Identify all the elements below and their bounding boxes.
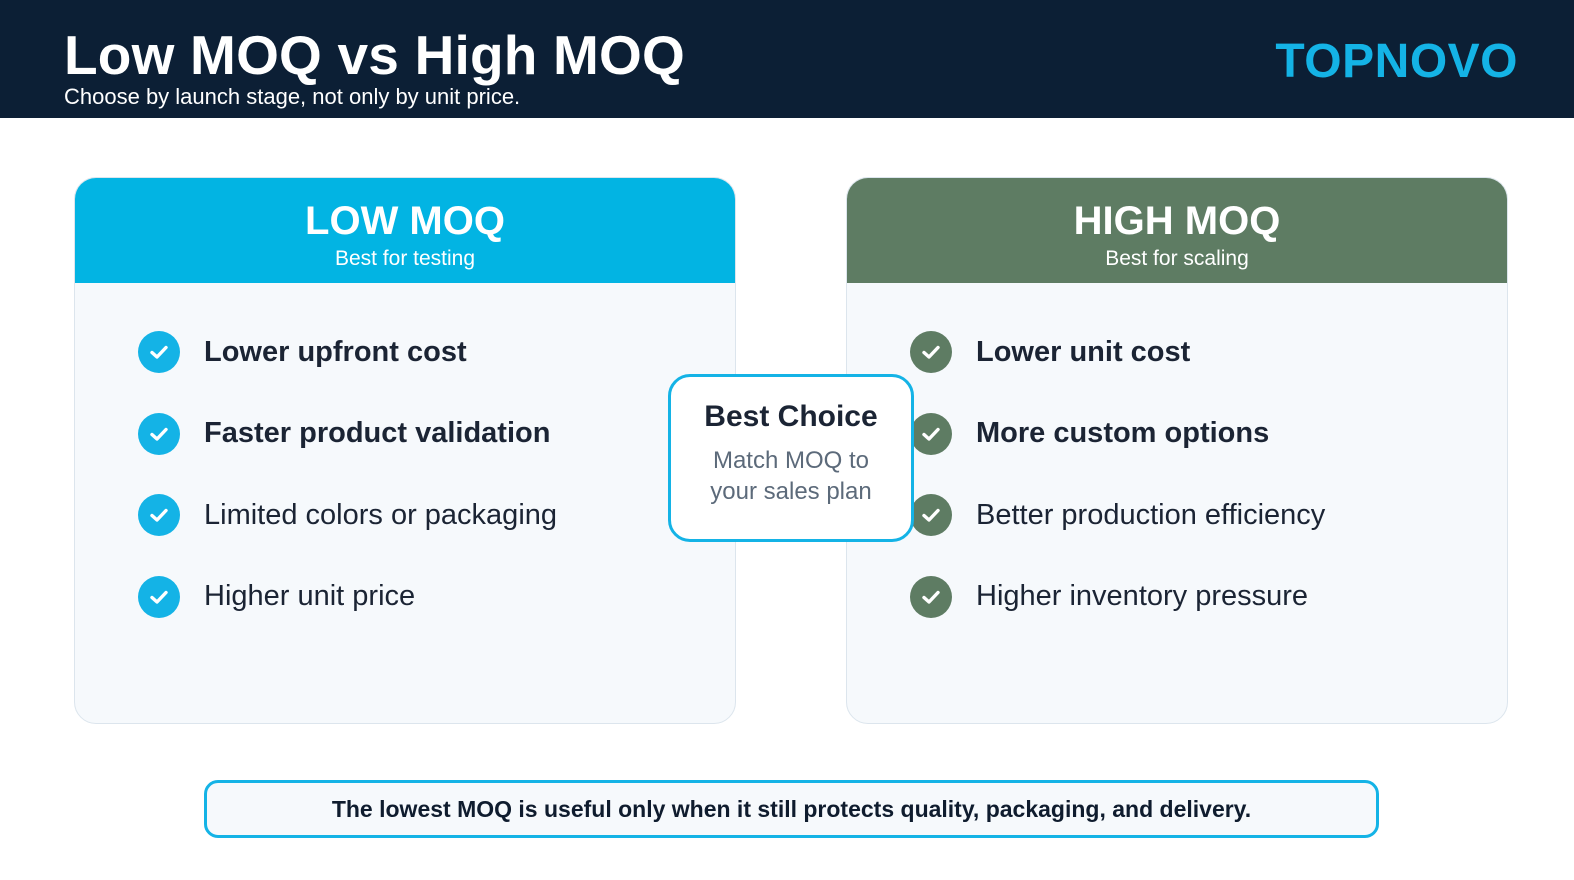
list-item: Lower unit cost (910, 331, 1507, 373)
best-choice-text: Match MOQ to your sales plan (671, 445, 911, 507)
check-circle-icon (138, 331, 180, 373)
list-item-label: Higher inventory pressure (976, 580, 1309, 612)
check-circle-icon (138, 575, 180, 618)
list-item: More custom options (910, 412, 1507, 455)
list-item: Higher inventory pressure (910, 575, 1507, 618)
high-moq-list: Lower unit cost More custom options Bett… (847, 283, 1507, 618)
list-item-label: Better production efficiency (976, 498, 1326, 531)
list-item-label: Higher unit price (204, 580, 416, 612)
list-item-label: Faster product validation (204, 417, 551, 449)
low-moq-card-header: LOW MOQ Best for testing (75, 178, 735, 283)
best-choice-line-1: Match MOQ to (712, 447, 870, 474)
footer-note: The lowest MOQ is useful only when it st… (204, 780, 1379, 838)
high-moq-card: HIGH MOQ Best for scaling Lower unit cos… (846, 177, 1508, 724)
check-circle-icon (138, 494, 180, 536)
list-item-label: Lower upfront cost (204, 335, 467, 368)
page-title: Low MOQ vs High MOQ (64, 24, 686, 86)
high-moq-subtitle: Best for scaling (1105, 247, 1249, 270)
header-bar: Low MOQ vs High MOQ Choose by launch sta… (0, 0, 1574, 118)
low-moq-title: LOW MOQ (305, 199, 505, 243)
low-moq-list: Lower upfront cost Faster product valida… (75, 283, 735, 618)
high-moq-title: HIGH MOQ (1073, 199, 1281, 243)
low-moq-card: LOW MOQ Best for testing Lower upfront c… (74, 177, 736, 724)
list-item-label: Lower unit cost (976, 335, 1191, 368)
list-item: Higher unit price (138, 575, 735, 618)
check-circle-icon (910, 331, 952, 373)
list-item: Lower upfront cost (138, 331, 735, 373)
low-moq-subtitle: Best for testing (334, 247, 476, 270)
check-circle-icon (910, 575, 952, 618)
brand-logo: TOPNOVO (1275, 35, 1518, 88)
list-item: Limited colors or packaging (138, 494, 735, 536)
check-circle-icon (138, 412, 180, 455)
list-item: Better production efficiency (910, 494, 1507, 536)
check-circle-icon (910, 412, 952, 455)
best-choice-callout: Best Choice Match MOQ to your sales plan (668, 374, 914, 542)
check-circle-icon (910, 494, 952, 536)
list-item-label: Limited colors or packaging (204, 498, 558, 531)
page-subtitle: Choose by launch stage, not only by unit… (64, 84, 521, 109)
high-moq-card-header: HIGH MOQ Best for scaling (847, 178, 1507, 283)
list-item-label: More custom options (976, 417, 1270, 449)
best-choice-line-2: your sales plan (710, 478, 872, 505)
best-choice-title: Best Choice (704, 400, 878, 433)
list-item: Faster product validation (138, 412, 735, 455)
